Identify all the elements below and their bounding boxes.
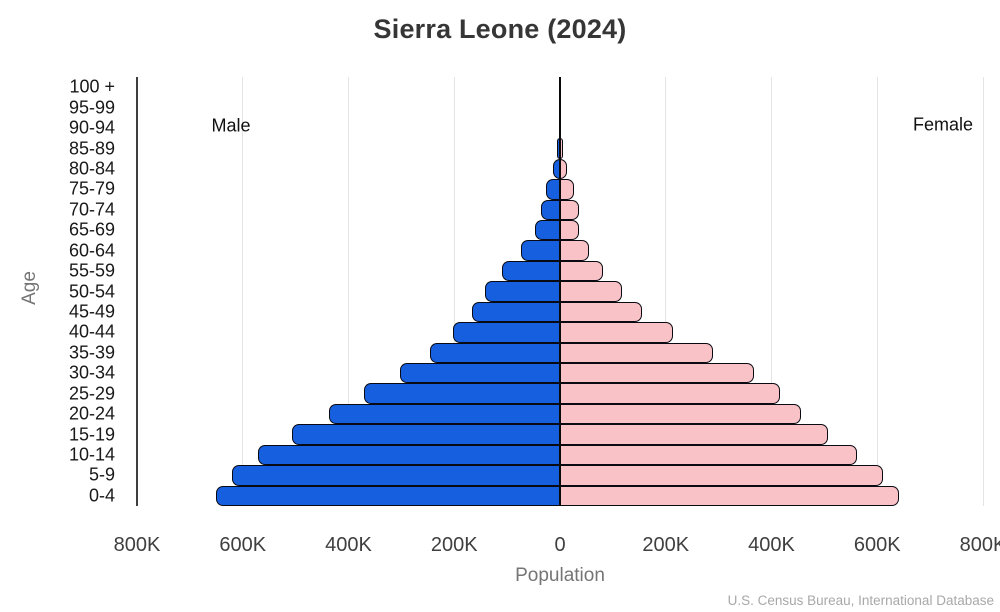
gridline — [242, 77, 244, 506]
center-axis-line — [559, 77, 561, 506]
bar-female-10-14 — [560, 444, 857, 466]
bar-female-30-34 — [560, 363, 754, 384]
bar-male-10-14 — [257, 444, 560, 466]
gridline — [876, 77, 878, 506]
bar-female-60-64 — [560, 240, 590, 261]
age-tick-label: 65-69 — [68, 219, 115, 240]
age-tick-label: 45-49 — [68, 301, 115, 322]
age-tick-label: 70-74 — [68, 199, 115, 220]
x-tick-label: 800K — [113, 534, 161, 556]
gridline — [771, 77, 772, 506]
bar-female-40-44 — [560, 322, 674, 343]
gridline — [453, 77, 455, 506]
source-attribution: U.S. Census Bureau, International Databa… — [727, 593, 994, 608]
age-tick-label: 10-14 — [68, 444, 115, 465]
bar-male-30-34 — [399, 363, 560, 384]
bar-male-40-44 — [452, 322, 560, 343]
bar-female-85-89 — [560, 138, 563, 159]
x-tick-label: 600K — [853, 534, 901, 556]
bar-male-70-74 — [540, 199, 560, 220]
bar-female-25-29 — [560, 383, 781, 404]
bar-female-15-19 — [560, 424, 828, 445]
age-tick-label: 35-39 — [68, 342, 115, 363]
bar-female-5-9 — [560, 465, 883, 486]
bar-female-55-59 — [560, 260, 604, 282]
bar-female-75-79 — [560, 179, 575, 200]
bar-female-50-54 — [560, 281, 623, 302]
bar-female-65-69 — [560, 220, 580, 241]
age-tick-label: 100 + — [69, 76, 115, 97]
bar-male-45-49 — [471, 301, 560, 323]
age-tick-label: 25-29 — [68, 383, 115, 404]
x-tick-label: 600K — [219, 534, 267, 556]
bar-male-5-9 — [231, 465, 560, 486]
bar-male-60-64 — [520, 240, 560, 261]
age-tick-label: 80-84 — [68, 158, 115, 179]
gridline — [982, 77, 984, 506]
age-tick-label: 15-19 — [68, 424, 115, 444]
bar-male-55-59 — [501, 260, 560, 282]
bar-male-65-69 — [534, 220, 560, 241]
age-tick-label: 40-44 — [68, 321, 115, 342]
x-tick-label: 800K — [959, 534, 1000, 556]
x-tick-label: 200K — [642, 534, 690, 556]
bar-male-85-89 — [557, 138, 560, 159]
x-tick-label: 200K — [430, 534, 478, 556]
bar-male-20-24 — [329, 403, 560, 425]
bar-male-0-4 — [216, 485, 560, 506]
age-tick-label: 85-89 — [68, 138, 115, 158]
bar-female-0-4 — [560, 485, 899, 506]
x-axis-label: Population — [515, 565, 605, 586]
x-tick-label: 0 — [554, 534, 566, 556]
male-annotation: Male — [211, 115, 251, 136]
age-tick-label: 95-99 — [68, 97, 115, 118]
x-tick-label: 400K — [748, 534, 795, 556]
female-annotation: Female — [912, 114, 974, 135]
age-tick-label: 90-94 — [68, 117, 115, 138]
age-tick-label: 55-59 — [68, 260, 115, 281]
chart-title: Sierra Leone (2024) — [373, 14, 627, 44]
left-axis-line — [136, 77, 138, 506]
age-tick-label: 75-79 — [68, 178, 115, 199]
age-tick-label: 5-9 — [88, 464, 115, 485]
gridline — [348, 77, 349, 506]
bar-female-45-49 — [560, 301, 642, 323]
bar-male-50-54 — [484, 281, 560, 302]
age-tick-label: 0-4 — [88, 485, 115, 506]
bar-female-80-84 — [560, 158, 567, 180]
age-tick-label: 20-24 — [68, 403, 115, 424]
age-tick-label: 50-54 — [68, 281, 115, 301]
bar-male-35-39 — [429, 342, 560, 363]
bar-male-75-79 — [546, 179, 560, 200]
bar-male-25-29 — [363, 383, 560, 404]
bar-female-70-74 — [560, 199, 579, 220]
bar-female-20-24 — [560, 403, 801, 425]
gridline — [665, 77, 667, 506]
x-tick-label: 400K — [325, 534, 372, 556]
age-tick-label: 60-64 — [68, 240, 115, 261]
bar-female-35-39 — [560, 342, 714, 363]
bar-male-15-19 — [292, 424, 560, 445]
age-tick-label: 30-34 — [68, 362, 115, 383]
